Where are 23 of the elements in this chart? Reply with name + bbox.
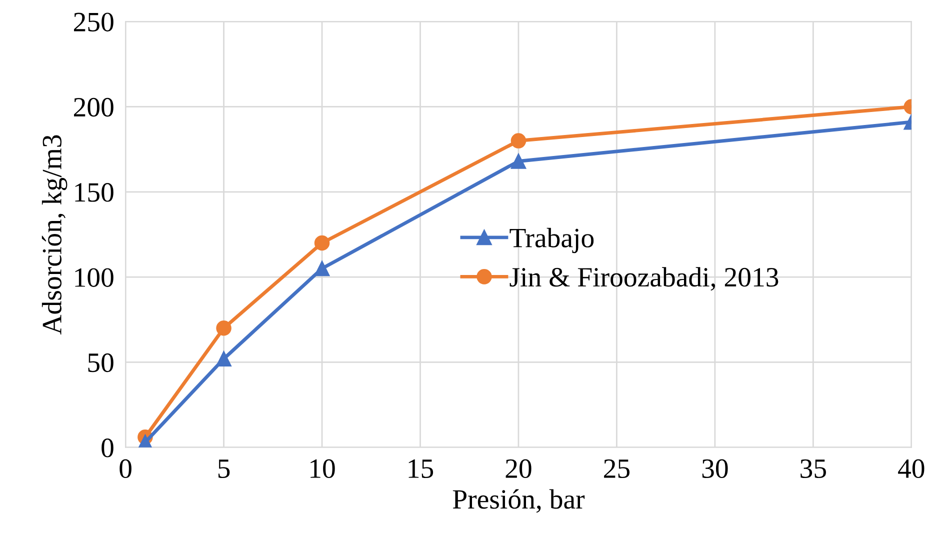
x-axis-title: Presión, bar — [452, 489, 585, 513]
x-tick-label: 20 — [506, 459, 532, 478]
x-tick-label: 30 — [702, 459, 728, 478]
x-tick-label: 15 — [408, 459, 434, 478]
y-tick-label: 0 — [102, 438, 114, 458]
point — [216, 351, 232, 366]
y-tick-label: 50 — [88, 353, 114, 372]
x-tick-label: 40 — [898, 459, 924, 478]
legend-label: Jin & Firoozabadi, 2013 — [510, 267, 778, 291]
x-tick-label: 0 — [120, 459, 132, 478]
point — [216, 320, 232, 336]
y-tick-label: 200 — [74, 98, 114, 117]
x-tick-label: 5 — [218, 460, 230, 478]
y-axis-title: Adsorción, kg/m3 — [42, 135, 68, 334]
x-tick-label: 35 — [800, 459, 826, 478]
y-tick-label: 250 — [74, 12, 114, 32]
legend-label: Trabajo — [510, 228, 594, 254]
y-tick-label: 150 — [75, 183, 114, 202]
x-tick-label: 10 — [310, 459, 335, 478]
point — [314, 260, 330, 276]
point — [314, 235, 330, 251]
x-tick-label: 25 — [604, 459, 630, 478]
y-tick-label: 100 — [75, 268, 114, 287]
